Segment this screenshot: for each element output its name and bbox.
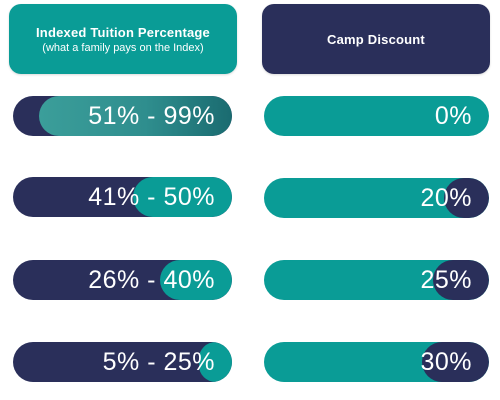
- discount-value-row-4: 30%: [420, 347, 472, 376]
- tuition-fill-row-1: [39, 96, 232, 136]
- tuition-range-row-4: 5% - 25%: [102, 347, 215, 376]
- tuition-bar-row-3: 26% - 40%: [13, 260, 232, 300]
- discount-fill-row-2: [444, 178, 489, 218]
- tuition-header-title: Indexed Tuition Percentage: [36, 24, 210, 40]
- tuition-fill-row-3: [159, 260, 232, 300]
- tuition-fill-row-2: [133, 177, 232, 217]
- discount-bar-row-4: 30%: [264, 342, 489, 382]
- discount-value-row-1: 0%: [434, 101, 472, 130]
- tuition-bar-row-2: 41% - 50%: [13, 177, 232, 217]
- discount-header-title: Camp Discount: [327, 31, 425, 47]
- tuition-header: Indexed Tuition Percentage (what a famil…: [9, 4, 237, 74]
- discount-bar-row-3: 25%: [264, 260, 489, 300]
- tuition-bar-row-1: 51% - 99%: [13, 96, 232, 136]
- discount-header: Camp Discount: [262, 4, 490, 74]
- discount-value-row-3: 25%: [420, 265, 472, 294]
- discount-fill-row-3: [432, 260, 489, 300]
- tuition-header-subtitle: (what a family pays on the Index): [42, 41, 204, 54]
- discount-bar-row-2: 20%: [264, 178, 489, 218]
- tuition-bar-row-4: 5% - 25%: [13, 342, 232, 382]
- discount-bar-row-1: 0%: [264, 96, 489, 136]
- discount-value-row-2: 20%: [420, 183, 472, 212]
- tuition-range-row-3: 26% - 40%: [88, 265, 215, 294]
- tuition-range-row-2: 41% - 50%: [88, 182, 215, 211]
- discount-fill-row-4: [421, 342, 489, 382]
- tuition-range-row-1: 51% - 99%: [88, 101, 215, 130]
- tuition-fill-row-4: [199, 342, 232, 382]
